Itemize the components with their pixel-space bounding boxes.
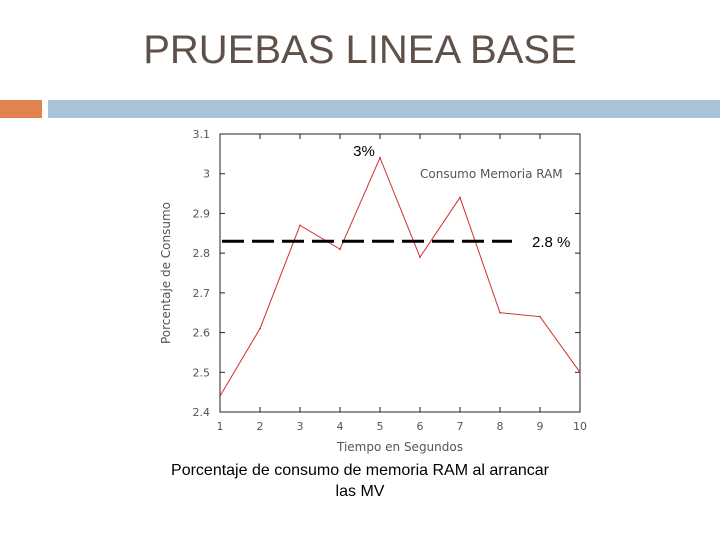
- data-point: [459, 196, 461, 199]
- peak-annotation: 3%: [353, 143, 375, 160]
- data-point: [539, 315, 541, 318]
- data-point: [579, 371, 581, 374]
- x-tick-label: 4: [337, 420, 344, 433]
- tick-marks: [219, 133, 581, 413]
- y-tick-label: 2.8: [193, 247, 211, 260]
- y-tick-label: 2.7: [193, 287, 211, 300]
- x-tick-label: 7: [457, 420, 464, 433]
- data-point: [419, 256, 421, 259]
- x-tick-label: 10: [573, 420, 587, 433]
- y-tick-label: 2.6: [193, 327, 211, 340]
- x-axis-label: Tiempo en Segundos: [336, 440, 463, 454]
- x-tick-label: 2: [257, 420, 264, 433]
- data-point: [299, 224, 301, 227]
- chart-caption: Porcentaje de consumo de memoria RAM al …: [150, 460, 570, 502]
- reference-line-label: 2.8 %: [532, 234, 570, 251]
- plot-frame: [219, 133, 581, 413]
- x-tick-label: 8: [497, 420, 504, 433]
- x-tick-label: 1: [217, 420, 224, 433]
- accent-bar-blue: [48, 100, 720, 118]
- caption-line-1: Porcentaje de consumo de memoria RAM al …: [171, 462, 549, 479]
- accent-bar-orange: [0, 100, 42, 118]
- x-tick-label: 6: [417, 420, 424, 433]
- x-tick-labels: 1 2 3 4 5 6 7 8 9 10: [217, 420, 588, 433]
- x-tick-label: 5: [377, 420, 384, 433]
- slide-title: PRUEBAS LINEA BASE: [143, 28, 577, 72]
- caption-line-2: las MV: [335, 483, 385, 500]
- y-tick-label: 3.1: [193, 128, 211, 141]
- x-tick-label: 3: [297, 420, 304, 433]
- y-tick-label: 2.5: [193, 366, 211, 379]
- y-tick-label: 2.4: [193, 406, 211, 419]
- legend-text: Consumo Memoria RAM: [420, 167, 563, 181]
- y-tick-labels: 3.1 3 2.9 2.8 2.7 2.6 2.5 2.4: [193, 128, 211, 419]
- data-point: [339, 248, 341, 251]
- series-points: [219, 156, 581, 398]
- x-tick-label: 9: [537, 420, 544, 433]
- y-tick-label: 3: [203, 168, 210, 181]
- data-point: [259, 327, 261, 330]
- data-point: [219, 395, 221, 398]
- ram-usage-chart: 3.1 3 2.9 2.8 2.7 2.6 2.5 2.4 1 2 3 4 5 6 7 8 9 10 2.8 %…: [159, 128, 588, 454]
- y-tick-label: 2.9: [193, 207, 211, 220]
- data-point: [379, 156, 381, 159]
- y-axis-label: Porcentaje de Consumo: [159, 202, 173, 344]
- series-line: [219, 156, 581, 397]
- data-point: [499, 311, 501, 314]
